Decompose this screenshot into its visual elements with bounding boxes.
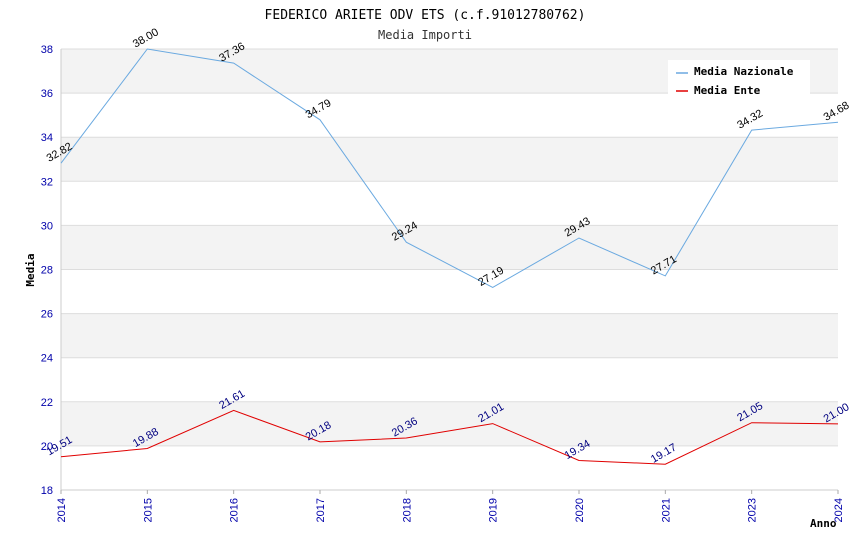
series-lines [60,48,839,465]
y-tick-label: 22 [41,397,53,409]
x-tick-label: 2021 [660,498,672,522]
chart-title: FEDERICO ARIETE ODV ETS (c.f.91012780762… [265,8,586,23]
data-label-media-nazionale: 38.00 [131,26,161,50]
y-tick-label: 34 [41,132,53,144]
y-tick-label: 26 [41,309,53,321]
series-line-media-nazionale [60,48,839,288]
y-tick-label: 18 [41,485,53,497]
legend-label-media-nazionale: Media Nazionale [694,65,794,78]
y-tick-label: 32 [41,176,53,188]
x-tick-label: 2023 [747,498,759,522]
legend-box [668,60,810,96]
x-axis-label: Anno [810,517,837,530]
y-tick-label: 38 [41,44,53,56]
data-label-media-nazionale: 34.32 [735,107,765,131]
y-axis-label: Media [24,253,37,286]
x-tick-label: 2016 [229,498,241,522]
data-label-media-nazionale: 34.68 [822,100,850,124]
x-tick-label: 2014 [56,498,68,522]
legend-label-media-ente: Media Ente [694,84,761,97]
y-tick-label: 28 [41,265,53,277]
legend: Media Nazionale Media Ente [668,60,810,97]
data-label-media-ente: 19.51 [45,434,75,458]
grid-band [61,137,838,182]
x-tick-label: 2019 [488,498,500,522]
grid-bands [61,49,838,446]
data-label-media-nazionale: 34.79 [304,97,334,121]
axes: 18 20 22 24 26 28 30 32 34 36 38 2014 2015 2016 2017 20… [41,44,845,522]
x-tick-label: 2017 [315,498,327,522]
x-tick-label: 2020 [574,498,586,522]
grid-band [61,313,838,358]
x-tick-label: 2015 [142,498,154,522]
y-tick-label: 24 [41,353,53,365]
series-line-media-ente [60,409,839,465]
y-tick-label: 20 [41,441,53,453]
x-tick-label: 2018 [401,498,413,522]
grid-band [61,225,838,270]
y-tick-label: 30 [41,220,53,232]
grid-band [61,401,838,446]
chart-subtitle: Media Importi [378,28,472,42]
x-tick-label: 2024 [833,498,845,522]
y-tick-label: 36 [41,88,53,100]
